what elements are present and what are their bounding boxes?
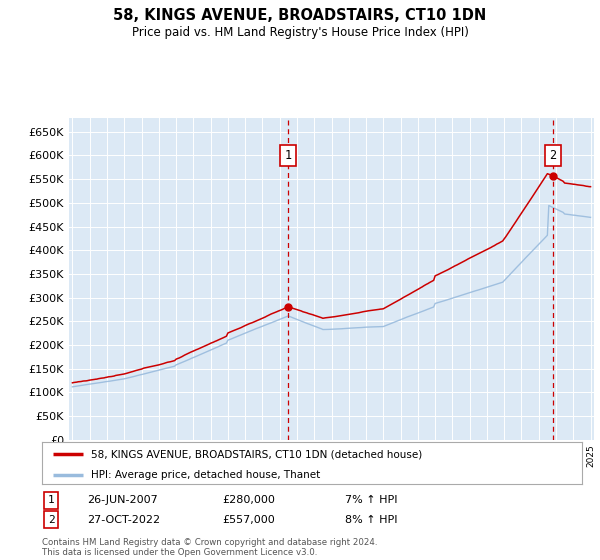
Text: Price paid vs. HM Land Registry's House Price Index (HPI): Price paid vs. HM Land Registry's House … xyxy=(131,26,469,39)
Text: 1: 1 xyxy=(47,495,55,505)
Text: £280,000: £280,000 xyxy=(222,495,275,505)
Text: 58, KINGS AVENUE, BROADSTAIRS, CT10 1DN (detached house): 58, KINGS AVENUE, BROADSTAIRS, CT10 1DN … xyxy=(91,449,422,459)
Text: 2: 2 xyxy=(47,515,55,525)
Text: 27-OCT-2022: 27-OCT-2022 xyxy=(87,515,160,525)
Text: Contains HM Land Registry data © Crown copyright and database right 2024.
This d: Contains HM Land Registry data © Crown c… xyxy=(42,538,377,557)
Text: 26-JUN-2007: 26-JUN-2007 xyxy=(87,495,158,505)
Text: 2: 2 xyxy=(550,149,556,162)
Text: 8% ↑ HPI: 8% ↑ HPI xyxy=(345,515,398,525)
Text: 7% ↑ HPI: 7% ↑ HPI xyxy=(345,495,398,505)
Text: £557,000: £557,000 xyxy=(222,515,275,525)
Text: 58, KINGS AVENUE, BROADSTAIRS, CT10 1DN: 58, KINGS AVENUE, BROADSTAIRS, CT10 1DN xyxy=(113,8,487,24)
Text: 1: 1 xyxy=(284,149,292,162)
Text: HPI: Average price, detached house, Thanet: HPI: Average price, detached house, Than… xyxy=(91,470,320,480)
